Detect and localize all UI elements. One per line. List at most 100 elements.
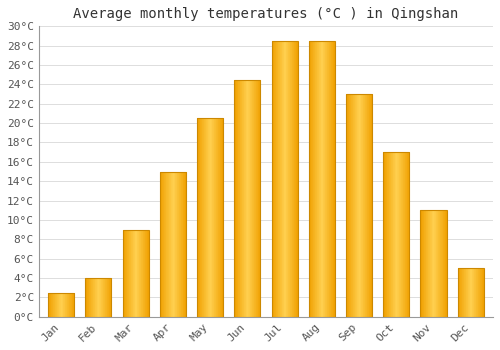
Bar [218, 118, 219, 317]
Bar [257, 79, 258, 317]
Bar [333, 41, 334, 317]
Bar [390, 152, 392, 317]
Bar [208, 118, 209, 317]
Bar [473, 268, 474, 317]
Bar [474, 268, 475, 317]
Bar [352, 94, 354, 317]
Title: Average monthly temperatures (°C ) in Qingshan: Average monthly temperatures (°C ) in Qi… [74, 7, 458, 21]
Bar [293, 41, 294, 317]
Bar [160, 172, 161, 317]
Bar [433, 210, 434, 317]
Bar [402, 152, 404, 317]
Bar [425, 210, 426, 317]
Bar [362, 94, 364, 317]
Bar [104, 278, 106, 317]
Bar [51, 293, 52, 317]
Bar [128, 230, 130, 317]
Bar [469, 268, 470, 317]
Bar [346, 94, 348, 317]
Bar [389, 152, 390, 317]
Bar [292, 41, 293, 317]
Bar [73, 293, 74, 317]
Bar [427, 210, 428, 317]
Bar [260, 79, 261, 317]
Bar [442, 210, 443, 317]
Bar [211, 118, 212, 317]
Bar [181, 172, 182, 317]
Bar [445, 210, 446, 317]
Bar [61, 293, 62, 317]
Bar [310, 41, 311, 317]
Bar [54, 293, 55, 317]
Bar [251, 79, 252, 317]
Bar [478, 268, 479, 317]
Bar [308, 41, 310, 317]
Bar [420, 210, 446, 317]
Bar [148, 230, 150, 317]
Bar [286, 41, 287, 317]
Bar [408, 152, 410, 317]
Bar [173, 172, 174, 317]
Bar [57, 293, 58, 317]
Bar [142, 230, 144, 317]
Bar [48, 293, 49, 317]
Bar [216, 118, 217, 317]
Bar [96, 278, 98, 317]
Bar [326, 41, 327, 317]
Bar [311, 41, 312, 317]
Bar [354, 94, 356, 317]
Bar [254, 79, 255, 317]
Bar [332, 41, 333, 317]
Bar [198, 118, 199, 317]
Bar [53, 293, 54, 317]
Bar [459, 268, 460, 317]
Bar [331, 41, 332, 317]
Bar [426, 210, 427, 317]
Bar [184, 172, 185, 317]
Bar [434, 210, 435, 317]
Bar [395, 152, 396, 317]
Bar [348, 94, 350, 317]
Bar [319, 41, 320, 317]
Bar [467, 268, 468, 317]
Bar [255, 79, 256, 317]
Bar [55, 293, 56, 317]
Bar [169, 172, 170, 317]
Bar [136, 230, 138, 317]
Bar [370, 94, 372, 317]
Bar [90, 278, 92, 317]
Bar [386, 152, 387, 317]
Bar [294, 41, 295, 317]
Bar [423, 210, 424, 317]
Bar [126, 230, 128, 317]
Bar [446, 210, 447, 317]
Bar [214, 118, 215, 317]
Bar [92, 278, 94, 317]
Bar [221, 118, 222, 317]
Bar [66, 293, 67, 317]
Bar [316, 41, 317, 317]
Bar [314, 41, 315, 317]
Bar [58, 293, 59, 317]
Bar [98, 278, 100, 317]
Bar [272, 41, 273, 317]
Bar [245, 79, 246, 317]
Bar [285, 41, 286, 317]
Bar [108, 278, 110, 317]
Bar [441, 210, 442, 317]
Bar [252, 79, 253, 317]
Bar [174, 172, 175, 317]
Bar [179, 172, 180, 317]
Bar [240, 79, 241, 317]
Bar [327, 41, 328, 317]
Bar [431, 210, 432, 317]
Bar [468, 268, 469, 317]
Bar [404, 152, 406, 317]
Bar [64, 293, 65, 317]
Bar [94, 278, 96, 317]
Bar [276, 41, 277, 317]
Bar [328, 41, 329, 317]
Bar [56, 293, 57, 317]
Bar [72, 293, 73, 317]
Bar [197, 118, 198, 317]
